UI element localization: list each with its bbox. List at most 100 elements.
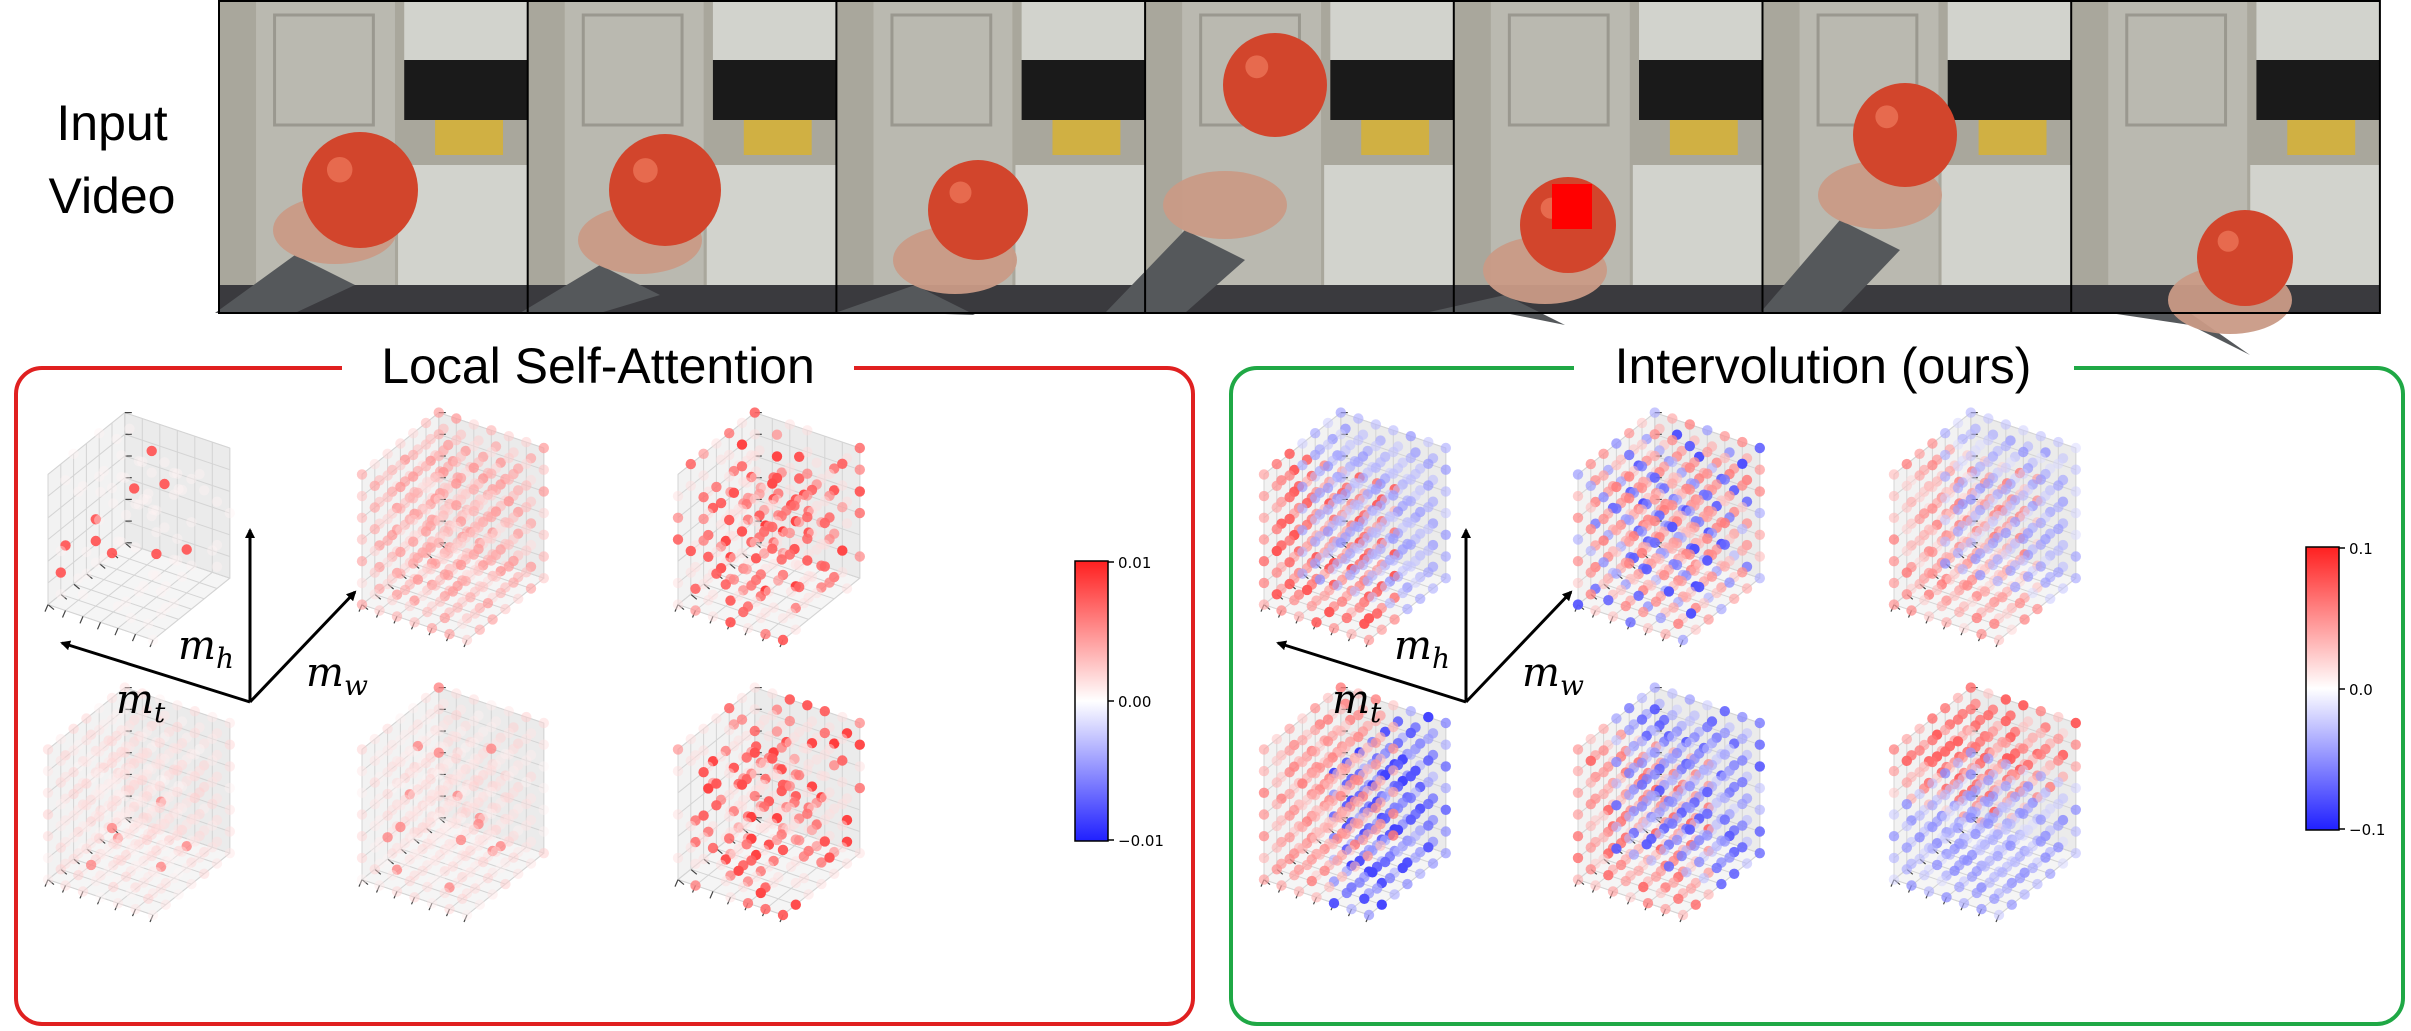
scatter-point: [1375, 565, 1386, 576]
scatter-point: [1684, 715, 1696, 727]
scatter-point: [1667, 478, 1678, 489]
scatter-point: [1997, 867, 2008, 878]
scatter-point: [207, 820, 218, 831]
scatter-point: [1719, 814, 1731, 825]
scatter-point: [854, 442, 865, 454]
scatter-point: [408, 746, 419, 757]
scatter-point: [1711, 587, 1722, 599]
scatter-point: [194, 852, 205, 863]
scatter-point: [1952, 757, 1964, 769]
scatter-point: [395, 821, 406, 833]
scatter-point: [2035, 836, 2047, 847]
scatter-point: [478, 856, 489, 868]
scatter-point: [1389, 889, 1400, 900]
scatter-point: [443, 736, 454, 747]
scatter-point: [369, 842, 380, 853]
scatter-point: [1719, 539, 1731, 550]
scatter-point: [447, 839, 459, 850]
scatter-point: [763, 731, 775, 742]
scatter-point: [1952, 482, 1964, 494]
scatter-point: [356, 490, 368, 502]
scatter-point: [767, 521, 778, 533]
axis-t-arrow-left: [60, 640, 251, 704]
scatter-point: [181, 775, 192, 787]
scatter-point: [724, 514, 735, 526]
scatter-point: [369, 545, 380, 557]
scatter-point: [1598, 810, 1609, 821]
scatter-point: [98, 806, 110, 817]
scatter-point: [173, 867, 184, 878]
scatter-point: [750, 553, 762, 564]
scatter-point: [112, 536, 124, 547]
scatter-point: [1353, 796, 1364, 808]
scatter-point: [1684, 694, 1696, 705]
scatter-point: [2035, 749, 2047, 760]
scatter-point: [1311, 892, 1322, 903]
scatter-point: [455, 538, 467, 549]
scatter-point: [490, 716, 502, 727]
scatter-point: [1392, 571, 1404, 582]
scatter-point: [77, 886, 89, 897]
scatter-point: [1410, 577, 1421, 588]
scatter-point: [125, 822, 136, 833]
scatter-point: [777, 634, 789, 646]
scatter-point: [151, 505, 162, 516]
scatter-point: [159, 732, 170, 743]
scatter-point: [387, 848, 398, 859]
scatter-point: [106, 757, 118, 769]
axis-annotation-left: mh mw mt: [60, 528, 368, 729]
scatter-point: [1440, 739, 1452, 750]
scatter-point: [425, 774, 436, 785]
scatter-point: [733, 735, 744, 746]
colorbar-right-gradient: [2305, 546, 2340, 831]
scatter-point: [211, 749, 223, 761]
scatter-point: [146, 850, 157, 862]
scatter-point: [438, 828, 449, 840]
scatter-point: [1354, 877, 1365, 888]
scatter-point: [824, 490, 835, 501]
scatter-point: [2053, 733, 2064, 744]
colorbar-right-min: −0.1: [2349, 821, 2385, 839]
scatter-point: [194, 830, 205, 842]
scatter-point: [2035, 792, 2047, 804]
scatter-point: [1624, 703, 1635, 714]
scatter-point: [164, 770, 175, 781]
scatter-point: [1970, 553, 1981, 565]
scatter-point: [160, 812, 171, 824]
scatter-point: [698, 448, 709, 459]
scatter-point: [711, 800, 722, 811]
scatter-point: [672, 809, 684, 820]
scatter-point: [1370, 549, 1382, 560]
scatter-point: [1258, 831, 1270, 842]
scatter-point: [73, 826, 84, 837]
scatter-point: [490, 441, 502, 452]
scatter-point: [1952, 547, 1964, 559]
scatter-point: [60, 880, 71, 891]
scatter-point: [482, 873, 494, 884]
scatter-point: [112, 767, 124, 779]
scatter-point: [829, 738, 840, 749]
scatter-point: [1941, 617, 1952, 628]
scatter-point: [173, 484, 184, 495]
scatter-point: [789, 500, 800, 511]
scatter-point: [1271, 733, 1283, 745]
scatter-point: [73, 848, 84, 859]
scatter-point: [1965, 407, 1977, 418]
scatter-point: [1335, 790, 1347, 802]
scatter-point: [1901, 545, 1913, 557]
title-gap-right: [1574, 350, 2074, 390]
scatter-point: [1611, 525, 1622, 536]
scatter-point: [811, 797, 822, 808]
scatter-point: [409, 617, 420, 628]
scatter-point: [685, 733, 696, 745]
scatter-point: [1737, 842, 1748, 853]
scatter-point: [1702, 808, 1713, 819]
scatter-point: [451, 456, 462, 468]
scatter-point: [85, 838, 97, 849]
scatter-point: [460, 742, 471, 753]
scatter-point: [746, 536, 757, 548]
scatter-point: [60, 475, 71, 486]
scatter-point: [1962, 855, 1973, 866]
scatter-point: [2070, 826, 2081, 837]
scatter-point: [824, 787, 835, 798]
